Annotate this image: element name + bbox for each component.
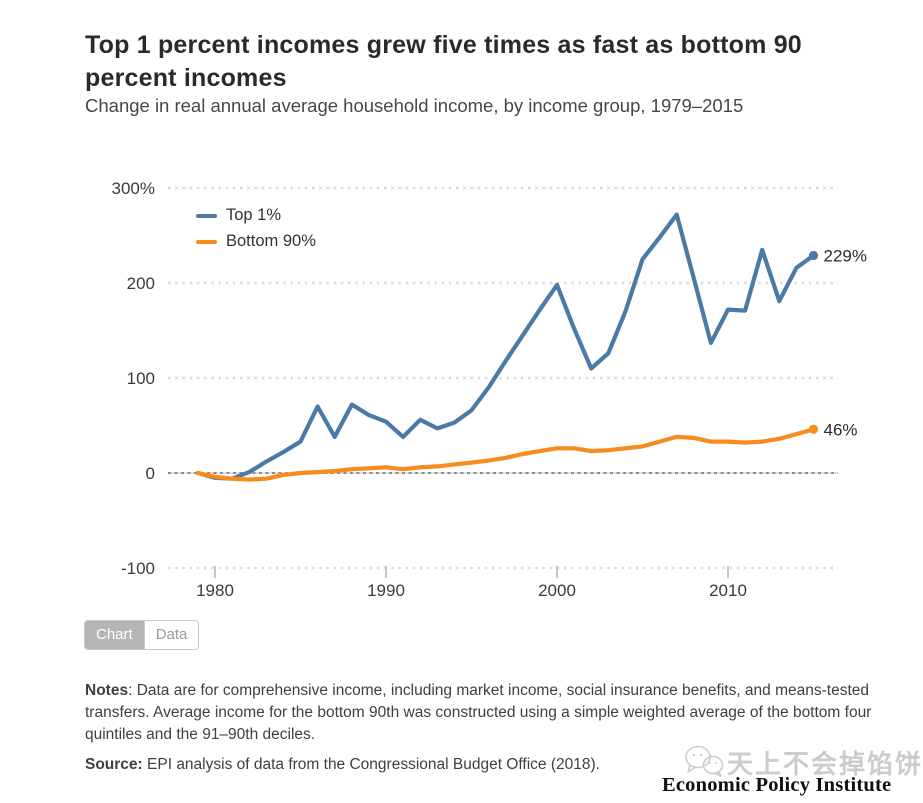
y-tick-label: 300% bbox=[112, 179, 155, 198]
bottom90-line-series[interactable] bbox=[195, 427, 816, 482]
x-tick-label: 1990 bbox=[367, 581, 405, 600]
tab-chart[interactable]: Chart bbox=[85, 621, 144, 649]
income-growth-line-chart: 300% 200 100 0 -100 1980 1990 2000 2010 229% 46% bbox=[112, 179, 867, 600]
y-tick-label: -100 bbox=[121, 559, 155, 578]
bottom90-line-swatch bbox=[196, 239, 217, 244]
source-body: EPI analysis of data from the Congressio… bbox=[142, 755, 600, 773]
y-tick-label: 200 bbox=[127, 274, 155, 293]
legend-item-top1[interactable]: Top 1% bbox=[196, 206, 316, 225]
epi-wordmark: Economic Policy Institute bbox=[662, 774, 892, 796]
chart-subtitle: Change in real annual average household … bbox=[85, 95, 744, 116]
watermark-cjk-text: 天上不会掉馅饼 bbox=[727, 749, 923, 779]
legend-item-bottom90[interactable]: Bottom 90% bbox=[196, 232, 316, 251]
top1-end-point[interactable] bbox=[808, 250, 819, 261]
tab-data[interactable]: Data bbox=[143, 621, 199, 649]
bottom90-end-value-label: 46% bbox=[824, 420, 858, 439]
page-title: Top 1 percent incomes grew five times as… bbox=[85, 30, 802, 93]
chart-data-toggle: Chart Data bbox=[84, 620, 200, 650]
top1-line-series[interactable] bbox=[195, 212, 816, 481]
source-label: Source: bbox=[85, 755, 143, 773]
x-tick-label: 2000 bbox=[538, 581, 576, 600]
x-tick-label: 1980 bbox=[196, 581, 234, 600]
legend-label-top1: Top 1% bbox=[226, 206, 282, 224]
bottom90-end-point[interactable] bbox=[808, 424, 819, 434]
top1-line-swatch bbox=[196, 213, 217, 218]
chat-bubbles-icon bbox=[685, 745, 724, 777]
source-text: Source: EPI analysis of data from the Co… bbox=[85, 756, 873, 774]
top1-end-value-label: 229% bbox=[824, 246, 867, 265]
y-tick-label: 0 bbox=[146, 464, 155, 483]
notes-label: Notes bbox=[85, 681, 129, 699]
chart-legend: Top 1% Bottom 90% bbox=[196, 206, 316, 251]
notes-body: : Data are for comprehensive income, inc… bbox=[85, 681, 872, 743]
y-tick-label: 100 bbox=[127, 369, 155, 388]
x-tick-label: 2010 bbox=[709, 581, 747, 600]
legend-label-bottom90: Bottom 90% bbox=[226, 232, 316, 250]
notes-text: Notes: Data are for comprehensive income… bbox=[85, 680, 873, 746]
